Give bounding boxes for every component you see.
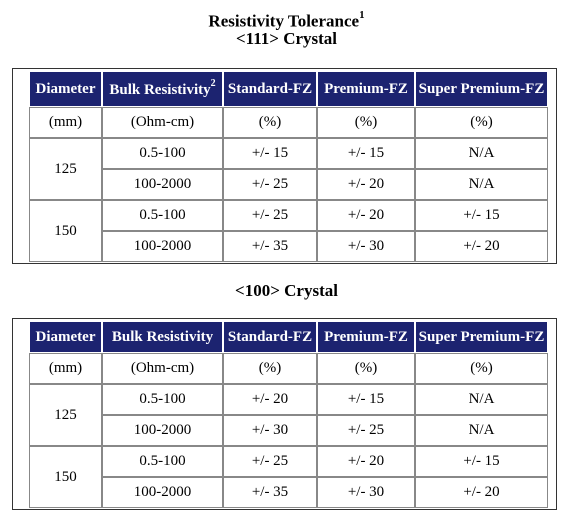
table-cell: +/- 15: [223, 138, 317, 169]
page-title: Resistivity Tolerance1: [0, 7, 573, 32]
header-row: Diameter Bulk Resistivity Standard-FZ Pr…: [29, 321, 548, 353]
header-diameter: Diameter: [29, 321, 102, 353]
table-cell: N/A: [415, 384, 548, 415]
table-row: 125 0.5-100 +/- 20 +/- 15 N/A: [29, 384, 548, 446]
tolerance-table-111: Diameter Bulk Resistivity2 Standard-FZ P…: [29, 71, 548, 262]
table-row: 150 0.5-100 +/- 25 +/- 20 +/- 15: [29, 200, 548, 262]
unit-cell: (%): [415, 107, 548, 138]
header-diameter: Diameter: [29, 71, 102, 107]
section-title-100: <100> Crystal: [235, 281, 338, 300]
unit-cell: (Ohm-cm): [102, 353, 223, 384]
title-text: Resistivity Tolerance: [208, 11, 360, 31]
table-cell: +/- 25: [223, 200, 317, 231]
diameter-cell: 150: [29, 446, 102, 508]
table-cell: +/- 35: [223, 477, 317, 508]
diameter-cell: 125: [29, 384, 102, 446]
units-row: (mm) (Ohm-cm) (%) (%) (%): [29, 107, 548, 138]
header-bulk-resistivity-label: Bulk Resistivity: [109, 81, 211, 98]
diameter-cell: 125: [29, 138, 102, 200]
table-row: 100-2000 +/- 25 +/- 20 N/A: [29, 169, 548, 200]
unit-cell: (mm): [29, 353, 102, 384]
table-cell: +/- 30: [317, 231, 415, 262]
unit-cell: (%): [223, 353, 317, 384]
table-cell: +/- 15: [317, 384, 415, 415]
units-row: (mm) (Ohm-cm) (%) (%) (%): [29, 353, 548, 384]
table-cell: 0.5-100: [102, 200, 223, 231]
table-cell: +/- 20: [415, 231, 548, 262]
table-cell: 100-2000: [102, 415, 223, 446]
table-cell: 0.5-100: [102, 446, 223, 477]
header-row: Diameter Bulk Resistivity2 Standard-FZ P…: [29, 71, 548, 107]
table-cell: +/- 30: [317, 477, 415, 508]
table-frame-100: Diameter Bulk Resistivity Standard-FZ Pr…: [12, 318, 557, 510]
table-cell: +/- 25: [223, 169, 317, 200]
header-standard-fz: Standard-FZ: [223, 321, 317, 353]
table-cell: +/- 20: [317, 446, 415, 477]
header-footnote: 2: [210, 77, 216, 89]
unit-cell: (%): [317, 353, 415, 384]
table-row: 100-2000 +/- 30 +/- 25 N/A: [29, 415, 548, 446]
table-cell: +/- 15: [415, 446, 548, 477]
unit-cell: (%): [415, 353, 548, 384]
header-standard-fz: Standard-FZ: [223, 71, 317, 107]
table-cell: +/- 20: [415, 477, 548, 508]
unit-cell: (mm): [29, 107, 102, 138]
table-cell: 0.5-100: [102, 384, 223, 415]
header-bulk-resistivity: Bulk Resistivity2: [102, 71, 223, 107]
title-footnote: 1: [359, 9, 365, 21]
table-cell: +/- 20: [223, 384, 317, 415]
table-cell: 100-2000: [102, 231, 223, 262]
table-cell: 100-2000: [102, 169, 223, 200]
header-super-premium-fz: Super Premium-FZ: [415, 321, 548, 353]
tolerance-table-100: Diameter Bulk Resistivity Standard-FZ Pr…: [29, 321, 548, 508]
table-cell: 100-2000: [102, 477, 223, 508]
table-row: 100-2000 +/- 35 +/- 30 +/- 20: [29, 477, 548, 508]
table-cell: +/- 35: [223, 231, 317, 262]
unit-cell: (%): [317, 107, 415, 138]
table-cell: N/A: [415, 138, 548, 169]
table-cell: +/- 15: [415, 200, 548, 231]
section-title-111: <111> Crystal: [235, 29, 338, 48]
table-cell: +/- 25: [317, 415, 415, 446]
table-frame-111: Diameter Bulk Resistivity2 Standard-FZ P…: [12, 68, 557, 264]
table-row: 100-2000 +/- 35 +/- 30 +/- 20: [29, 231, 548, 262]
unit-cell: (Ohm-cm): [102, 107, 223, 138]
table-cell: +/- 20: [317, 169, 415, 200]
table-cell: +/- 30: [223, 415, 317, 446]
header-premium-fz: Premium-FZ: [317, 71, 415, 107]
unit-cell: (%): [223, 107, 317, 138]
table-cell: +/- 25: [223, 446, 317, 477]
table-row: 125 0.5-100 +/- 15 +/- 15 N/A: [29, 138, 548, 200]
header-bulk-resistivity: Bulk Resistivity: [102, 321, 223, 353]
table-cell: +/- 20: [317, 200, 415, 231]
table-row: 150 0.5-100 +/- 25 +/- 20 +/- 15: [29, 446, 548, 508]
header-super-premium-fz: Super Premium-FZ: [415, 71, 548, 107]
diameter-cell: 150: [29, 200, 102, 262]
table-cell: 0.5-100: [102, 138, 223, 169]
table-cell: +/- 15: [317, 138, 415, 169]
header-premium-fz: Premium-FZ: [317, 321, 415, 353]
table-cell: N/A: [415, 169, 548, 200]
table-cell: N/A: [415, 415, 548, 446]
